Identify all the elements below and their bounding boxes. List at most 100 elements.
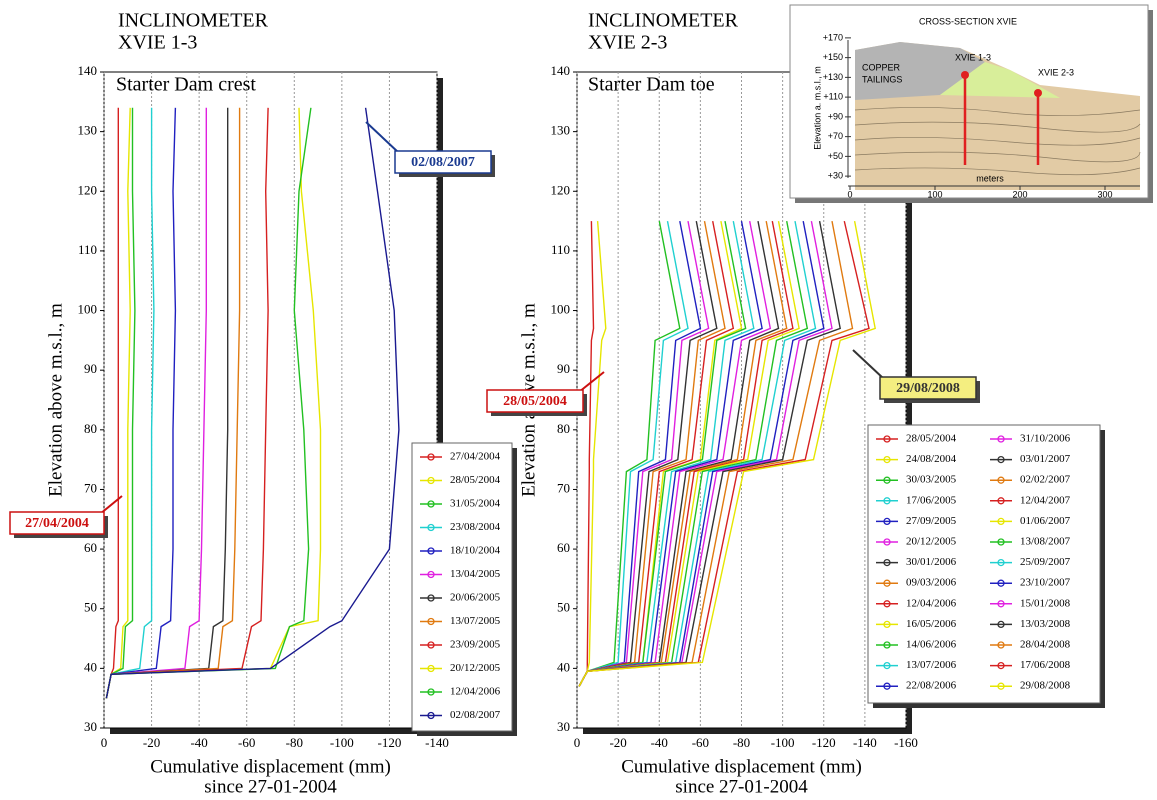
legend-marker [883, 579, 891, 587]
y-tick-label: 70 [557, 480, 570, 495]
x-tick-label: -160 [894, 735, 918, 750]
callout-box [879, 376, 977, 400]
y-tick-label: 50 [557, 600, 570, 615]
x-tick-label: -20 [609, 735, 626, 750]
legend-label: 12/04/2006 [450, 686, 501, 698]
callout-box [9, 511, 105, 535]
chart-subtitle: Starter Dam toe [588, 74, 715, 96]
y-tick-label: 140 [78, 63, 98, 78]
inset-y-tick-label: +50 [828, 151, 843, 161]
plot-area [103, 71, 438, 729]
legend-marker [883, 435, 891, 443]
inset: CROSS-SECTION XVIE COPPER TAILINGS XVIE … [789, 4, 1153, 203]
y-tick-label: 90 [84, 361, 97, 376]
y-axis-label: Elevation above m.s.l., m [45, 303, 66, 497]
y-tick-label: 130 [551, 123, 571, 138]
y-tick-label: 30 [557, 719, 570, 734]
callout-box [394, 150, 492, 174]
legend [867, 424, 1101, 704]
x-axis-label: since 27-01-2004 [675, 776, 808, 797]
legend-label: 09/03/2006 [906, 577, 957, 589]
legend [411, 442, 513, 732]
legend-marker [427, 453, 435, 461]
legend-marker [883, 558, 891, 567]
legend-marker [883, 538, 891, 546]
legend-marker [883, 476, 891, 484]
chart-subtitle: Starter Dam crest [116, 74, 256, 96]
x-tick-label: -80 [286, 735, 303, 750]
strata [854, 107, 1141, 176]
legend-label: 03/01/2007 [1020, 453, 1071, 465]
callout-arrow [852, 349, 885, 380]
legend-label: 27/04/2004 [450, 451, 501, 463]
legend-marker [997, 497, 1005, 505]
legend-marker [883, 641, 891, 649]
y-tick-label: 140 [551, 63, 571, 78]
y-tick-label: 30 [84, 719, 97, 734]
legend-label: 01/06/2007 [1020, 515, 1071, 527]
x-tick-label: -60 [238, 735, 255, 750]
y-tick-label: 120 [551, 182, 571, 197]
x-tick-label: -120 [378, 735, 402, 750]
y-tick-label: 100 [551, 302, 571, 317]
inset-y-tick-label: +130 [823, 72, 843, 82]
borehole-label: XVIE 1-3 [955, 52, 991, 62]
legend-marker [883, 455, 891, 464]
x-tick-label: -140 [853, 735, 877, 750]
legend-marker [427, 688, 435, 696]
legend-label: 14/06/2006 [906, 639, 957, 651]
y-tick-label: 40 [84, 659, 97, 674]
y-tick-label: 50 [84, 600, 97, 615]
legend-marker [883, 682, 891, 690]
material-label: TAILINGS [862, 74, 902, 84]
inset-y-tick-label: +150 [823, 52, 843, 62]
callout-arrow [578, 371, 605, 393]
legend-label: 17/06/2008 [1020, 659, 1071, 671]
series-line [105, 107, 119, 699]
legend-label: 02/08/2007 [450, 709, 501, 721]
series-line [105, 107, 177, 699]
legend-marker [427, 664, 435, 673]
legend-label: 13/03/2008 [1020, 618, 1071, 630]
y-tick-label: 110 [551, 242, 570, 257]
x-tick-label: -100 [330, 735, 354, 750]
legend-label: 20/12/2005 [906, 536, 957, 548]
legend-label: 25/09/2007 [1020, 556, 1071, 568]
callout-label: 02/08/2007 [411, 155, 475, 170]
legend-marker [427, 570, 435, 579]
series-line [105, 107, 207, 699]
legend-label: 27/09/2005 [906, 515, 957, 527]
inset-x-tick-label: 200 [1012, 189, 1027, 199]
legend-marker [997, 579, 1005, 587]
legend-label: 20/12/2005 [450, 662, 501, 674]
legend-label: 30/01/2006 [906, 556, 957, 568]
inset-title: CROSS-SECTION XVIE [919, 16, 1017, 26]
inset-x-label: meters [976, 173, 1004, 183]
callout-label: 29/08/2008 [896, 381, 960, 396]
legend-label: 23/10/2007 [1020, 577, 1071, 589]
legend-marker [997, 435, 1005, 443]
legend-label: 28/05/2004 [450, 474, 501, 486]
inset-y-tick-label: +70 [828, 131, 843, 141]
callout-box [486, 389, 584, 413]
legend-marker [997, 600, 1005, 608]
x-tick-label: -140 [425, 735, 449, 750]
inset-y-tick-label: +30 [828, 171, 843, 181]
legend-label: 12/04/2007 [1020, 494, 1071, 506]
inset-y-label: Elevation a. m.s.l., m [812, 66, 822, 150]
y-tick-label: 80 [557, 421, 570, 436]
series-line [105, 107, 136, 699]
legend-marker [997, 661, 1005, 670]
x-tick-label: -60 [692, 735, 709, 750]
legend-label: 29/08/2008 [1020, 680, 1071, 692]
x-axis-label: Cumulative displacement (mm) [150, 756, 391, 777]
callout-label: 27/04/2004 [25, 516, 89, 531]
legend-marker [883, 620, 891, 629]
x-tick-label: 0 [101, 735, 108, 750]
legend-label: 28/04/2008 [1020, 639, 1071, 651]
legend-marker [427, 711, 435, 720]
legend-marker [427, 617, 435, 626]
series-line [105, 107, 400, 699]
x-tick-label: -20 [143, 735, 160, 750]
x-axis-label: Cumulative displacement (mm) [621, 756, 862, 777]
